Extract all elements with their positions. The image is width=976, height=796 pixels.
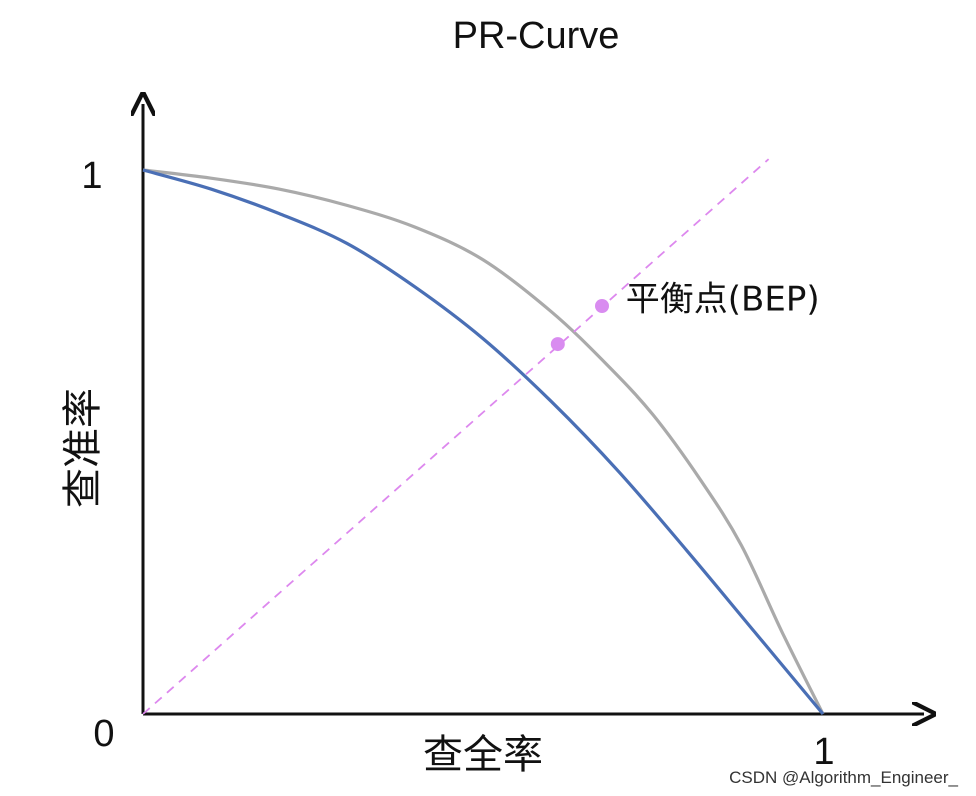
x-axis-label: 查全率	[423, 732, 543, 778]
y-tick-label: 1	[81, 155, 102, 197]
points-layer	[550, 299, 609, 352]
chart-title: PR-Curve	[453, 15, 620, 57]
series-line-0	[142, 168, 825, 715]
bep-point-1	[595, 299, 609, 313]
x-tick-label: 1	[813, 731, 834, 773]
bep-annotation: 平衡点(BEP)	[626, 280, 820, 320]
series-layer	[142, 158, 825, 716]
y-axis-label: 查准率	[60, 388, 106, 508]
series-line-1	[142, 168, 825, 716]
origin-tick-label: 0	[93, 713, 114, 755]
series-line-2	[142, 158, 770, 715]
bep-point-0	[550, 337, 565, 352]
watermark: CSDN @Algorithm_Engineer_	[729, 768, 958, 787]
